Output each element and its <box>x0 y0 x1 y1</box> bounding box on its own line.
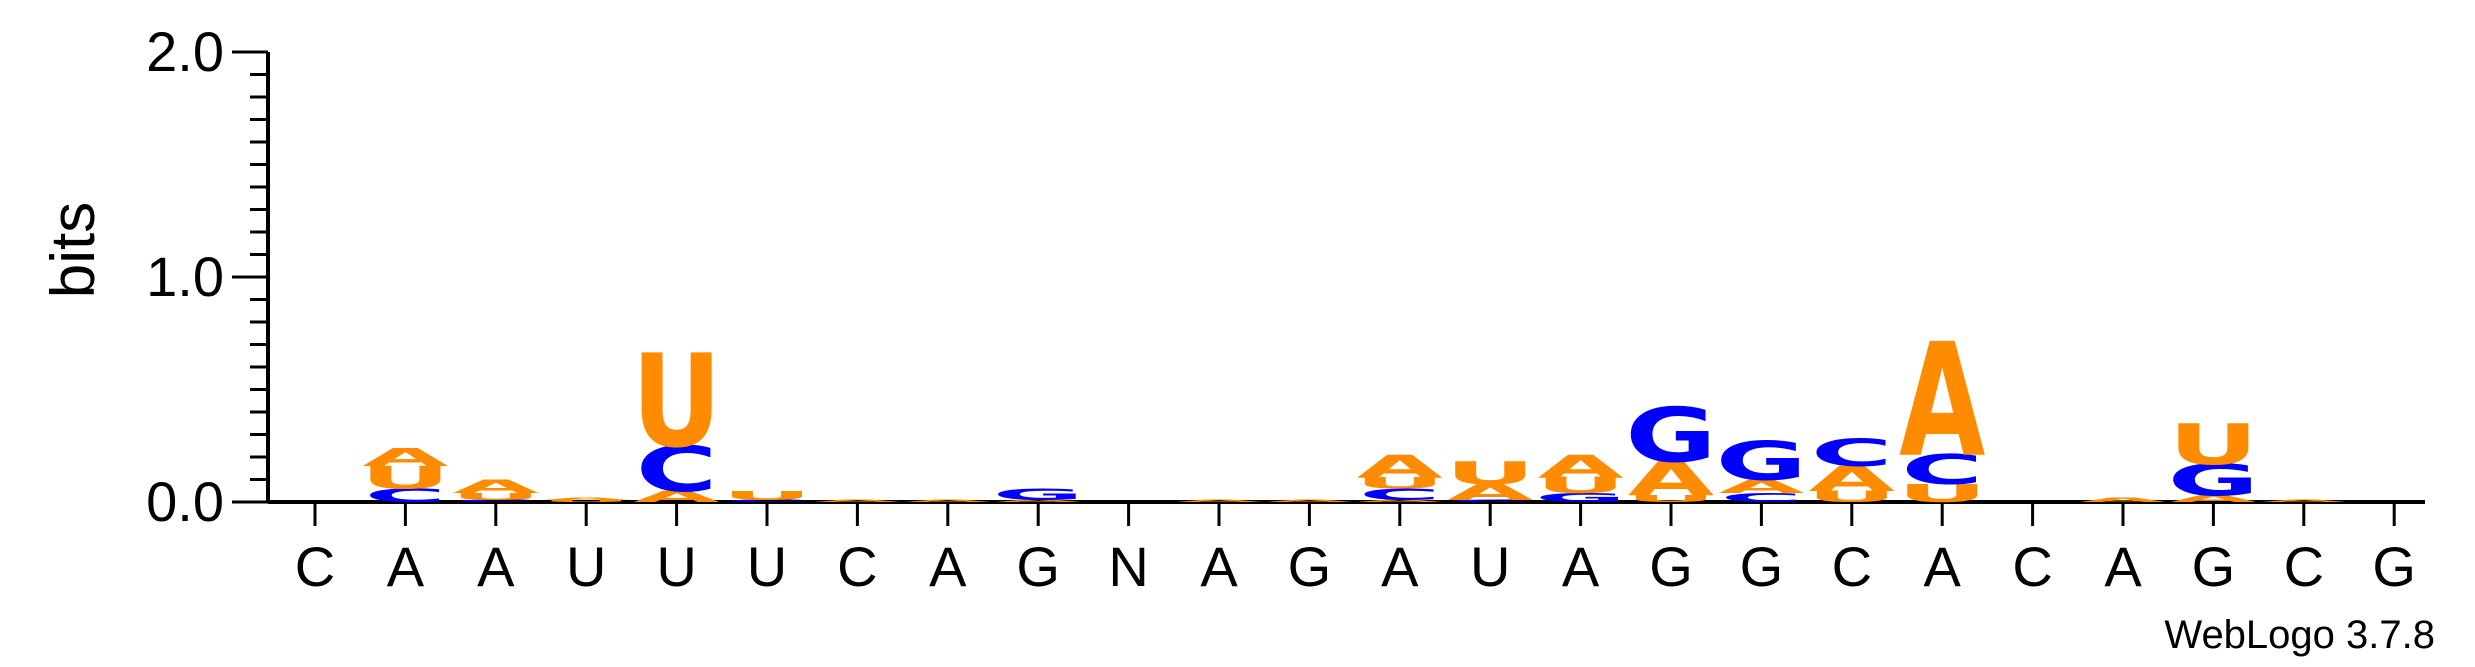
x-tick-label: U <box>1470 535 1510 598</box>
logo-letter-a: A <box>633 487 720 505</box>
axes: 0.01.02.0C A A U U U C A G N A G A U A G G C A C A G C G <box>146 20 2425 598</box>
logo-letter-c: C <box>365 485 447 507</box>
logo-letter-g: G <box>2168 454 2259 505</box>
logo-letter-u: U <box>541 499 631 503</box>
x-tick-label: G <box>1288 535 1332 598</box>
logo-letter-a: A <box>1266 499 1352 503</box>
logo-letter-g: G <box>1625 393 1716 480</box>
x-tick-label: A <box>1562 535 1600 598</box>
logo-letter-a: A <box>1899 311 1985 493</box>
logo-letter-c: C <box>1359 485 1441 503</box>
x-tick-label: C <box>1832 535 1872 598</box>
x-tick-label: U <box>656 535 696 598</box>
logo-letter-a: A <box>1447 479 1533 505</box>
logo-letter-u: U <box>1626 493 1716 504</box>
x-tick-label: G <box>2372 535 2416 598</box>
logo-letter-g: G <box>1535 490 1626 505</box>
x-tick-label: A <box>1381 535 1419 598</box>
logo-letter-u: U <box>360 460 450 496</box>
x-tick-label: G <box>1740 535 1784 598</box>
logo-letter-c: C <box>1901 446 1983 493</box>
x-tick-label: A <box>1924 535 1962 598</box>
x-tick-label: A <box>1200 535 1238 598</box>
logo-letter-a: A <box>905 499 991 503</box>
logo-letter-c: C <box>1811 431 1893 475</box>
logo-letter-c: C <box>726 499 808 503</box>
logo-letter-c: C <box>1721 490 1803 505</box>
logo-letter-u: U <box>1535 473 1625 499</box>
x-tick-label: U <box>747 535 787 598</box>
x-tick-label: N <box>1108 535 1148 598</box>
logo-letter-a: A <box>814 499 900 503</box>
x-tick-label: A <box>477 535 515 598</box>
logo-letter-a: A <box>362 443 449 472</box>
logo-letter-a: A <box>1537 449 1623 485</box>
logo-letter-a: A <box>2261 499 2347 503</box>
logo-letter-c: C <box>636 433 718 506</box>
logo-letter-c: C <box>455 499 537 503</box>
logo-letter-u: U <box>722 488 812 503</box>
logo-letter-a: A <box>2080 496 2166 503</box>
logo-letter-a: A <box>2170 493 2256 504</box>
x-tick-label: G <box>1016 535 1060 598</box>
logo-letter-a: A <box>1176 499 1262 503</box>
y-tick-label: 2.0 <box>146 20 224 83</box>
x-tick-label: A <box>2104 535 2142 598</box>
x-tick-label: G <box>2192 535 2236 598</box>
logo-letter-a: A <box>543 497 629 501</box>
logo-letter-a: A <box>1718 476 1804 498</box>
logo-letter-u: U <box>1807 487 1897 505</box>
logo-letter-u: U <box>451 491 541 502</box>
y-tick-label: 1.0 <box>146 245 224 308</box>
logo-letter-u: U <box>631 328 721 476</box>
weblogo-version: WebLogo 3.7.8 <box>2164 613 2435 657</box>
logo-letter-a: A <box>1809 459 1895 499</box>
x-tick-label: C <box>295 535 335 598</box>
x-tick-label: C <box>2284 535 2324 598</box>
y-axis-label: bits <box>39 202 108 298</box>
logo-letter-u: U <box>1897 479 1987 508</box>
x-tick-label: U <box>566 535 606 598</box>
y-tick-label: 0.0 <box>146 470 224 533</box>
x-tick-label: A <box>929 535 967 598</box>
logo-letter-a: A <box>1357 449 1443 485</box>
logo-letter-u: U <box>2168 411 2258 477</box>
x-tick-label: G <box>1649 535 1693 598</box>
x-tick-label: A <box>387 535 425 598</box>
logo-letter-g: G <box>1716 430 1807 492</box>
logo-letter-g: G <box>992 485 1083 503</box>
logo-letter-u: U <box>1445 455 1535 491</box>
logo-letter-c: C <box>1449 499 1531 503</box>
logo-letter-a: A <box>1628 452 1714 506</box>
logo-letter-a: A <box>1357 499 1443 503</box>
logo-letter-a: A <box>453 476 539 498</box>
logo-letter-a: A <box>995 499 1081 503</box>
x-tick-label: C <box>837 535 877 598</box>
x-tick-label: C <box>2012 535 2052 598</box>
logo-letter-u: U <box>1355 474 1445 492</box>
